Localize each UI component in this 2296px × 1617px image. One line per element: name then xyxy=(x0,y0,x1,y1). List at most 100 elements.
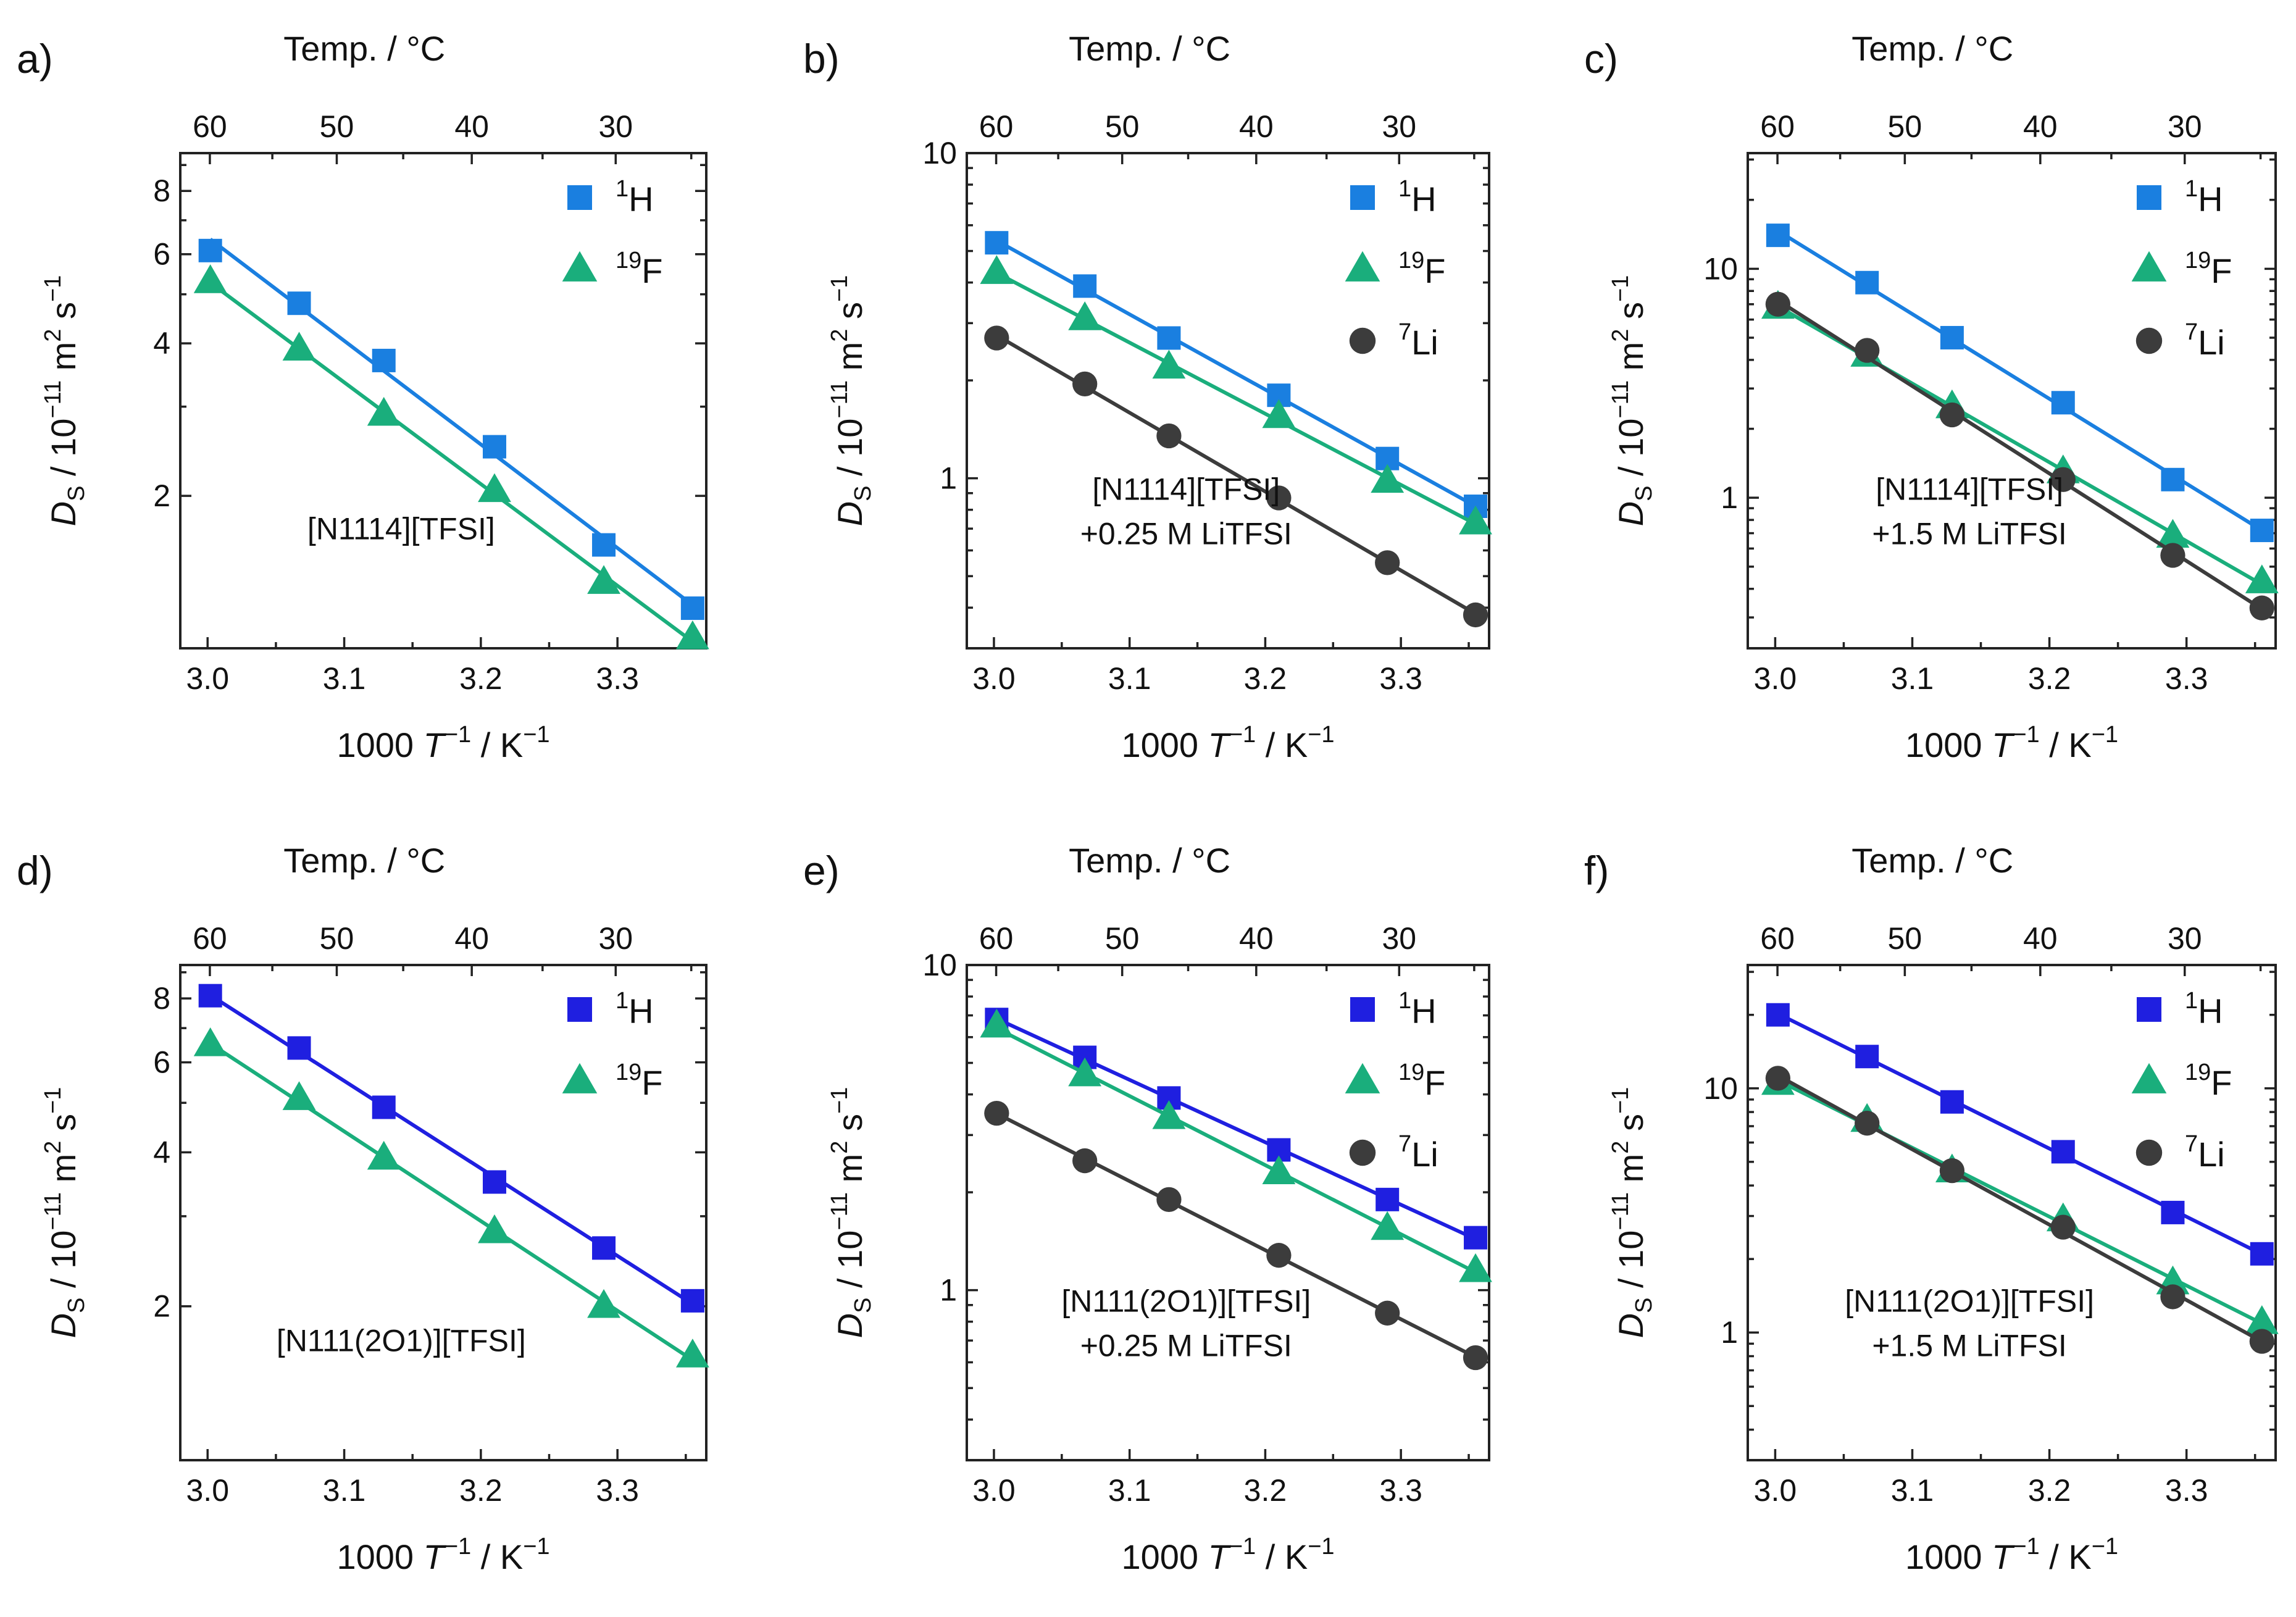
y-tick-label: 10 xyxy=(1703,251,1738,286)
ylabel-exp2: 2 xyxy=(827,1141,853,1154)
x-tick-label: 3.1 xyxy=(1108,661,1151,696)
x-tick-label: 3.0 xyxy=(1754,661,1797,696)
data-point-1H xyxy=(1766,224,1790,248)
legend-marker-7Li xyxy=(2135,327,2163,354)
xlabel-suffix: / K xyxy=(471,1537,523,1576)
x-tick-label: 3.0 xyxy=(1754,1473,1797,1508)
ylabel-mid: / 10 xyxy=(1611,419,1650,486)
data-point-7Li xyxy=(1463,1345,1488,1371)
legend-label-7Li: 7Li xyxy=(1398,319,1438,362)
legend-element: H xyxy=(628,992,653,1030)
xlabel-exp2: −1 xyxy=(523,722,549,748)
top-axis-title: Temp. / °C xyxy=(283,841,445,880)
ylabel-s: s xyxy=(44,302,83,329)
y-tick-label: 1 xyxy=(940,1273,957,1308)
data-point-19F xyxy=(282,1081,316,1110)
y-tick-label: 4 xyxy=(153,326,170,361)
series-1H xyxy=(1766,224,2274,543)
data-point-19F xyxy=(980,255,1014,284)
ylabel-exp3: −1 xyxy=(40,1087,66,1114)
ylabel-S: S xyxy=(1631,1298,1657,1313)
data-point-19F xyxy=(478,1214,511,1243)
data-point-19F xyxy=(1152,1100,1186,1129)
xlabel-prefix: 1000 xyxy=(336,725,423,764)
data-point-7Li xyxy=(2160,1284,2185,1310)
ylabel-exp1: −11 xyxy=(40,380,66,419)
legend-element: Li xyxy=(1411,323,1438,362)
data-point-7Li xyxy=(1765,291,1790,317)
data-point-1H xyxy=(1376,1187,1400,1211)
data-point-19F xyxy=(367,396,401,426)
top-tick-label: 50 xyxy=(320,921,354,956)
left-axis-title: DS / 10−11 m2 s−1 xyxy=(40,1087,90,1339)
ylabel-S: S xyxy=(64,486,90,501)
x-tick-label: 3.3 xyxy=(2165,1473,2208,1508)
legend: 1H 19F 7Li xyxy=(2131,988,2232,1174)
left-axis-title: DS / 10−11 m2 s−1 xyxy=(40,275,90,527)
ylabel-m: m xyxy=(1611,342,1650,380)
fit-line-1H xyxy=(996,1017,1477,1241)
legend-element: Li xyxy=(2198,1135,2225,1174)
x-tick-label: 3.3 xyxy=(1379,661,1422,696)
legend-marker-7Li xyxy=(1349,1139,1376,1166)
data-point-1H xyxy=(372,1095,396,1119)
legend-element: H xyxy=(628,180,653,219)
data-point-7Li xyxy=(1156,423,1182,449)
series-1H xyxy=(198,238,704,620)
legend-element: H xyxy=(1411,180,1436,219)
series-19F xyxy=(980,255,1492,535)
legend-mass: 19 xyxy=(616,1059,641,1085)
plot-frame xyxy=(966,964,1490,1461)
ylabel-exp2: 2 xyxy=(1608,329,1634,342)
series-19F xyxy=(193,1027,709,1368)
data-point-1H xyxy=(680,596,704,620)
top-tick-label: 60 xyxy=(1760,109,1795,144)
top-tick-label: 60 xyxy=(1760,921,1795,956)
data-point-7Li xyxy=(2160,543,2185,568)
legend-label-1H: 1H xyxy=(2185,988,2223,1030)
ylabel-exp2: 2 xyxy=(1608,1141,1634,1154)
sample-annotation: +1.5 M LiTFSI xyxy=(1872,1328,2066,1363)
x-tick-label: 3.1 xyxy=(1891,1473,1934,1508)
data-point-7Li xyxy=(1939,402,1965,428)
legend: 1H 19F 7Li xyxy=(1345,176,1446,362)
legend-label-7Li: 7Li xyxy=(1398,1131,1438,1174)
data-point-19F xyxy=(2245,564,2279,593)
ylabel-exp1: −11 xyxy=(827,380,853,419)
legend-mass: 7 xyxy=(2185,1131,2198,1157)
legend-label-19F: 19F xyxy=(2185,1059,2232,1102)
data-point-19F xyxy=(675,1339,709,1368)
bottom-axis-title: 1000 T−1 / K−1 xyxy=(1121,1534,1334,1576)
top-tick-label: 50 xyxy=(320,109,354,144)
ylabel-S: S xyxy=(64,1298,90,1313)
x-tick-label: 3.1 xyxy=(1108,1473,1151,1508)
ylabel-m: m xyxy=(1611,1154,1650,1192)
legend-label-1H: 1H xyxy=(616,988,654,1030)
data-point-1H xyxy=(198,238,222,262)
data-point-1H xyxy=(1157,326,1181,350)
data-point-1H xyxy=(482,435,506,459)
series-19F xyxy=(980,1008,1492,1282)
series-7Li xyxy=(984,325,1488,628)
ylabel-S: S xyxy=(850,486,876,501)
legend-label-19F: 19F xyxy=(1398,1059,1446,1102)
top-tick-label: 40 xyxy=(1239,921,1274,956)
top-tick-label: 30 xyxy=(598,921,633,956)
y-tick-label: 2 xyxy=(153,478,170,513)
top-tick-label: 50 xyxy=(1888,109,1922,144)
data-point-1H xyxy=(2051,391,2075,415)
xlabel-suffix: / K xyxy=(1256,1537,1308,1576)
sample-annotation: [N111(2O1)][TFSI] xyxy=(277,1324,526,1358)
data-point-7Li xyxy=(2249,595,2274,620)
xlabel-prefix: 1000 xyxy=(1121,725,1208,764)
x-tick-label: 3.2 xyxy=(1244,661,1287,696)
ylabel-s: s xyxy=(830,1114,869,1141)
xlabel-T: T xyxy=(1992,725,2015,764)
legend-marker-1H xyxy=(2137,185,2161,210)
ylabel-D: D xyxy=(830,1313,869,1338)
ylabel-exp3: −1 xyxy=(1608,1087,1634,1114)
ylabel-exp2: 2 xyxy=(827,329,853,342)
top-axis-title: Temp. / °C xyxy=(283,29,445,68)
xlabel-T: T xyxy=(424,1537,447,1576)
